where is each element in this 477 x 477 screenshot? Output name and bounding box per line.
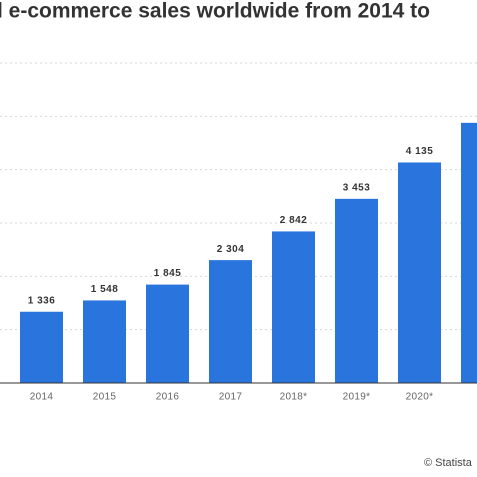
bar <box>461 122 477 383</box>
value-label: 1 845 <box>154 268 182 279</box>
x-tick-label: 2014 <box>30 392 54 403</box>
x-tick-label: 2019* <box>343 392 371 403</box>
x-tick-label: 2020* <box>406 392 434 403</box>
value-label: 2 842 <box>280 215 308 226</box>
source: © Statista <box>424 457 473 469</box>
bar <box>83 300 126 383</box>
x-tick-label: 2018* <box>280 392 308 403</box>
bar <box>272 231 315 383</box>
value-label: 3 453 <box>343 182 371 193</box>
value-label: 2 304 <box>217 244 245 255</box>
value-label: 4 135 <box>406 146 434 157</box>
bar <box>146 284 189 383</box>
value-label: 1 336 <box>28 295 56 306</box>
bar <box>209 260 252 383</box>
bar <box>335 198 378 383</box>
x-tick-label: 2017 <box>219 392 243 403</box>
value-label: 1 548 <box>91 284 119 295</box>
x-tick-label: 2016 <box>156 392 180 403</box>
x-tick-label: 2015 <box>93 392 117 403</box>
chart-title: l e-commerce sales worldwide from 2014 t… <box>0 0 430 23</box>
bar <box>398 162 441 383</box>
bar <box>20 311 63 383</box>
